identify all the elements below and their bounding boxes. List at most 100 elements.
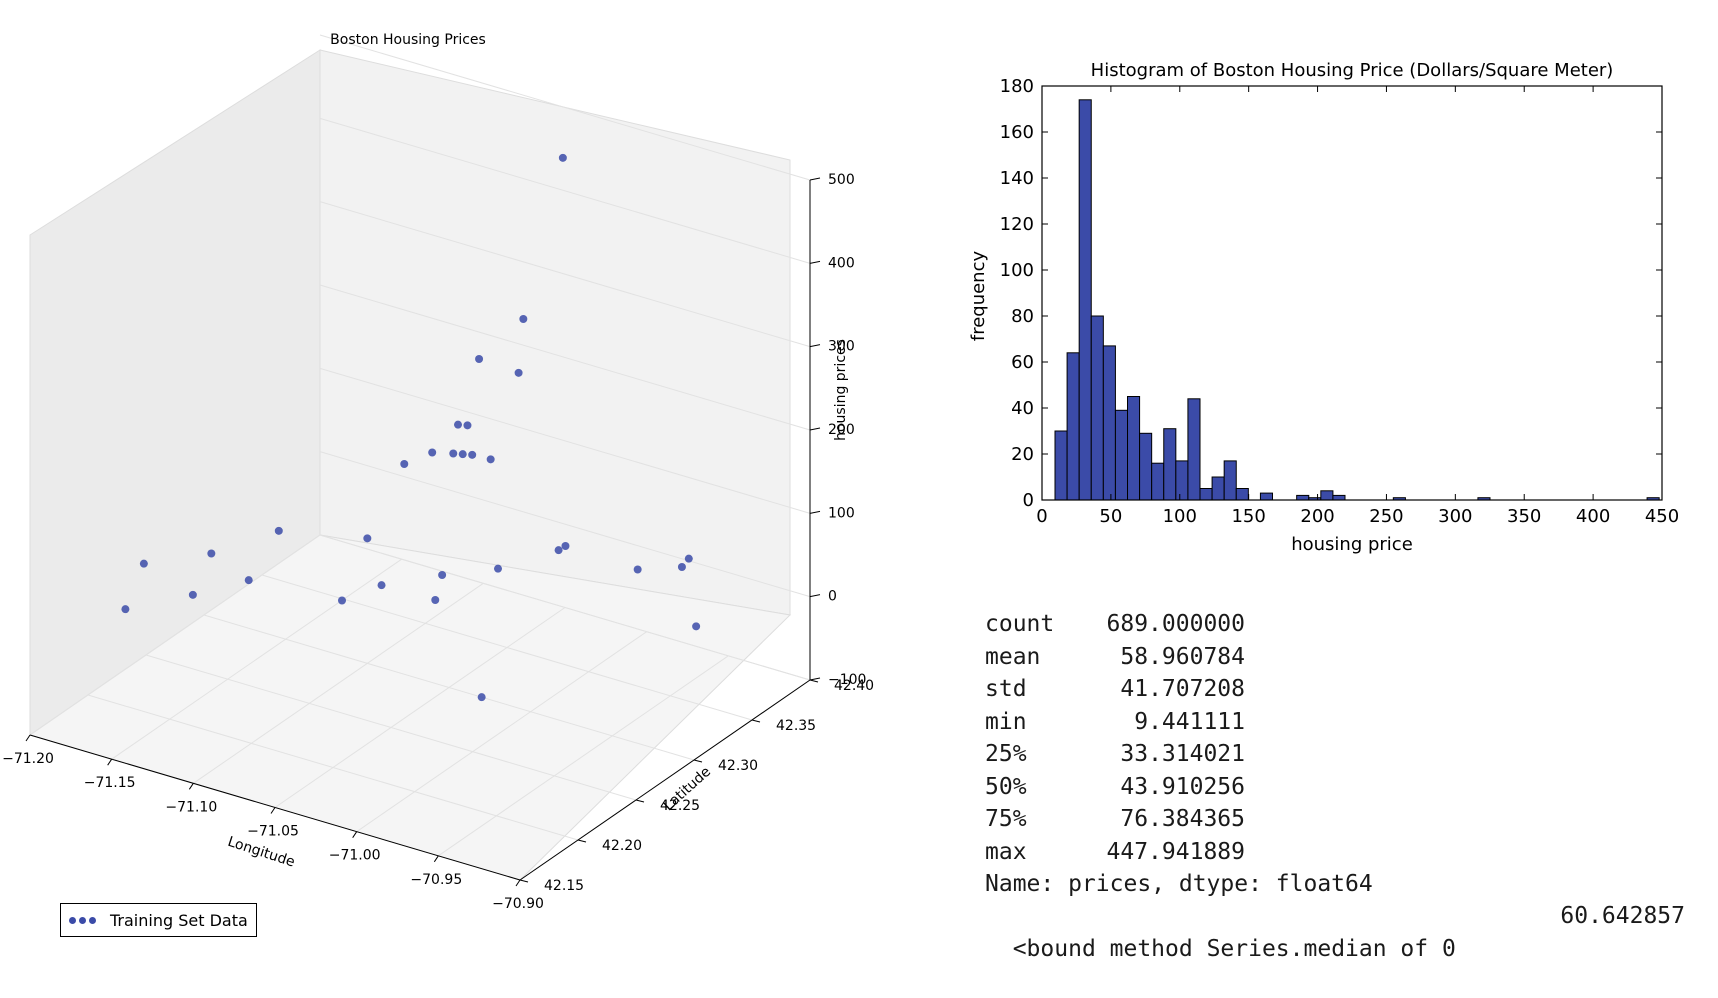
legend: Training Set Data (60, 903, 257, 937)
x-tick-label: −71.10 (165, 799, 217, 815)
y-tick (693, 759, 703, 763)
stats-value: 9.441111 (1134, 708, 1245, 735)
x-tick (352, 831, 358, 838)
stats-value: 41.707208 (1120, 676, 1245, 702)
y-tick-label: 42.15 (544, 878, 584, 894)
histogram-bars (1054, 99, 1660, 501)
x-tick (107, 758, 113, 766)
scatter-point (463, 421, 472, 430)
z-tick (809, 177, 821, 181)
x-tick-label: −71.15 (84, 775, 136, 791)
histogram-bar (1211, 476, 1225, 501)
scatter-point (475, 355, 484, 363)
stats-key: std (985, 676, 1027, 702)
scatter-point (338, 596, 346, 605)
stats-value: 33.314021 (1120, 741, 1245, 767)
legend-marker (69, 916, 96, 924)
stats-key: count (985, 611, 1055, 637)
grid-line-z (319, 534, 811, 681)
x-tick (433, 855, 439, 863)
scatter-point (400, 460, 409, 468)
z-tick (809, 260, 821, 264)
histogram-x-label: housing price (1291, 534, 1413, 555)
hist-y-tick-label: 60 (1011, 352, 1034, 373)
grid-line-y (203, 614, 695, 761)
z-tick (809, 344, 821, 348)
scatter-point (428, 448, 437, 457)
hist-x-tick-label: 200 (1300, 506, 1334, 527)
z-axis-label: housing prices (833, 339, 849, 441)
hist-x-tick-label: 0 (1036, 506, 1047, 527)
grid-line-z (319, 201, 811, 348)
hist-x-tick-label: 300 (1438, 506, 1472, 527)
hist-y-tick-label: 180 (1000, 76, 1034, 97)
stats-key: 75% (985, 806, 1027, 832)
histogram-y-label: frequency (968, 251, 989, 342)
y-tick-label: 42.25 (660, 798, 700, 814)
grid-line-z (319, 367, 811, 514)
y-tick-label: 42.40 (834, 678, 874, 694)
histogram-title: Histogram of Boston Housing Price (Dolla… (1091, 60, 1614, 81)
z-tick (809, 594, 821, 598)
histogram-bar (1175, 460, 1189, 501)
scatter-point (458, 450, 467, 459)
legend-label: Training Set Data (110, 910, 248, 930)
scatter-point (244, 576, 253, 585)
scatter-point (454, 420, 462, 429)
scatter-point (494, 564, 502, 573)
stats-row: mean 58.960784 (985, 641, 1245, 674)
hist-y-tick-label: 100 (1000, 260, 1034, 281)
median-line: <bound method Series.median of 0 60.6428… (985, 900, 1685, 998)
y-tick (809, 679, 819, 683)
histogram-bar (1187, 398, 1201, 501)
stats-row: 50% 43.910256 (985, 771, 1245, 804)
median-value: 60.642857 (1560, 903, 1685, 929)
scatter-point (207, 549, 216, 558)
scatter-point (692, 622, 701, 631)
y-tick-label: 42.35 (776, 718, 816, 734)
y-tick (635, 799, 645, 803)
x-tick (515, 879, 521, 887)
y-axis-line (519, 679, 811, 881)
figure-canvas: −71.20 −71.15 −71.10 −71.05 −71.00 −70.95 −70.… (2, 32, 1680, 912)
scatter-point (377, 581, 386, 590)
stats-value: 76.384365 (1120, 806, 1245, 832)
scatter-point (431, 596, 440, 604)
histogram-bar (1151, 462, 1165, 501)
y-tick (577, 839, 587, 843)
x-tick-label: −71.05 (247, 824, 299, 840)
hist-x-tick-label: 350 (1507, 506, 1541, 527)
grid-line-z (319, 284, 811, 431)
grid-line-z (319, 34, 811, 181)
stats-value: 447.941889 (1106, 838, 1245, 865)
hist-x-tick-label: 400 (1576, 506, 1610, 527)
scatter-point (677, 563, 686, 571)
hist-x-tick-label: 100 (1163, 506, 1197, 527)
hist-y-tick-label: 160 (1000, 122, 1034, 143)
z-tick-label: 200 (828, 422, 855, 438)
hist-x-tick-label: 150 (1231, 506, 1265, 527)
z-tick-label: −100 (828, 672, 866, 688)
histogram-frame (1041, 85, 1663, 501)
scatter-point (363, 534, 372, 543)
scatter-point (139, 559, 148, 568)
scatter-point (449, 449, 458, 458)
stats-row: 25% 33.314021 (985, 738, 1245, 771)
histogram-ticks: 0 50 100 150 200 250 300 350 400 450 0 20 40 60 80 100 1… (1000, 76, 1680, 527)
scatter-point (561, 542, 570, 550)
z-tick-label: 300 (828, 339, 855, 355)
grid-line-y (145, 654, 637, 801)
stats-value: 58.960784 (1120, 643, 1245, 670)
hist-y-tick-label: 20 (1011, 444, 1034, 465)
grid-line-x (274, 607, 566, 808)
stats-row: min 9.441111 (985, 706, 1245, 739)
histogram-bar (1199, 488, 1213, 501)
grid-line-y (87, 694, 579, 841)
grid-line-z (319, 117, 811, 264)
y-tick-label: 42.20 (602, 838, 642, 854)
histogram-bar (1235, 488, 1249, 501)
x-tick (270, 807, 276, 814)
z-tick-label: 100 (828, 505, 855, 521)
stats-key: 50% (985, 773, 1027, 800)
back-pane (319, 49, 791, 616)
